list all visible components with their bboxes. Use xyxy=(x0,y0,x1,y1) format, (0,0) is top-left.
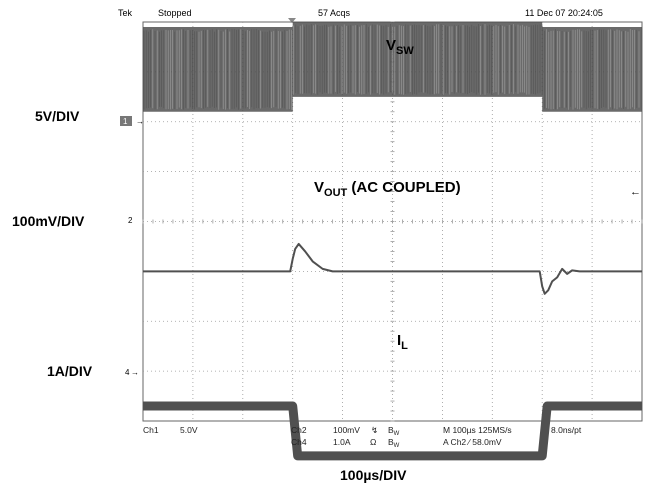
status-label: Stopped xyxy=(158,8,192,18)
footer-ch1-scale: 5.0V xyxy=(180,425,198,435)
brand-label: Tek xyxy=(118,8,133,18)
footer-bw1-sub: W xyxy=(394,431,400,437)
footer-timebase: M 100µs 125MS/s xyxy=(443,425,512,435)
il-trace xyxy=(143,401,642,461)
footer-ch2: Ch2 xyxy=(291,425,307,435)
footer-ch2-scale: 100mV xyxy=(333,425,360,435)
il-label: IL xyxy=(397,332,408,352)
ch4-marker: 4 xyxy=(125,368,130,377)
footer-bw2-main: B xyxy=(388,437,394,447)
ch1-marker: 1 xyxy=(123,117,128,126)
ch1-marker-box xyxy=(120,116,132,126)
vsw-envelope xyxy=(143,22,642,112)
vsw-label: VSW xyxy=(386,37,414,57)
ch4-scale-label: 1A/DIV xyxy=(47,363,93,379)
footer-bw1: BW xyxy=(388,425,400,437)
il-sub: L xyxy=(401,340,408,352)
traces xyxy=(143,22,642,461)
acqs-label: 57 Acqs xyxy=(318,8,351,18)
vout-trace xyxy=(143,242,642,295)
footer-ch1: Ch1 xyxy=(143,425,159,435)
ch1-scale-label: 5V/DIV xyxy=(35,108,80,124)
vsw-sub: SW xyxy=(396,45,414,57)
vout-label: VOUT (AC COUPLED) xyxy=(314,179,461,199)
ch2-marker: 2 xyxy=(128,216,133,225)
graticule-grid xyxy=(142,21,643,422)
il-main: I xyxy=(397,332,401,349)
ch2-scale-label: 100mV/DIV xyxy=(12,213,85,229)
footer-bw1-main: B xyxy=(388,425,394,435)
footer-resolution: 8.0ns/pt xyxy=(551,425,582,435)
vout-suffix: (AC COUPLED) xyxy=(347,179,460,196)
vout-sub: OUT xyxy=(324,187,348,199)
footer-trigger: A Ch2 ∕ 58.0mV xyxy=(443,437,502,447)
footer-bw2-sub: W xyxy=(394,443,400,449)
time-scale-label: 100µs/DIV xyxy=(340,467,407,483)
footer-bw2: BW xyxy=(388,437,400,449)
footer-bw-icon-1: ↯ xyxy=(371,425,378,435)
trigger-position-icon xyxy=(288,18,296,23)
vout-main: V xyxy=(314,179,324,196)
ch1-marker-arrow: → xyxy=(136,117,144,126)
vsw-main: V xyxy=(386,37,396,54)
footer-ch4: Ch4 xyxy=(291,437,307,447)
ch4-marker-arrow: → xyxy=(131,368,139,377)
datetime-label: 11 Dec 07 20:24:05 xyxy=(525,8,603,18)
trigger-level-arrow-icon: ← xyxy=(630,186,641,198)
footer-ohm-icon: Ω xyxy=(370,437,376,447)
footer-ch4-scale: 1.0A xyxy=(333,437,351,447)
